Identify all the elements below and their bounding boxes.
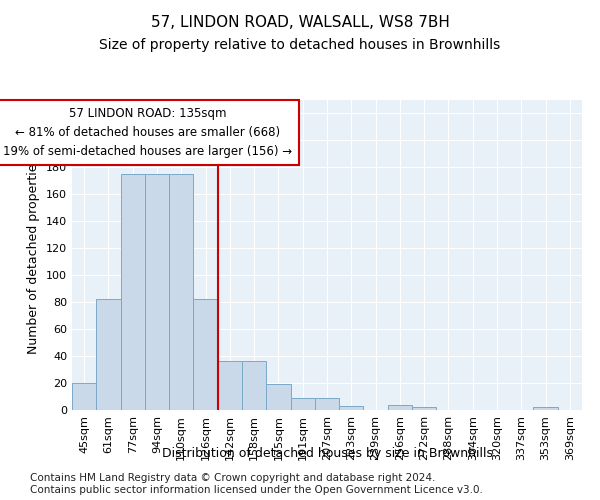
- Bar: [121, 174, 145, 410]
- Bar: [315, 398, 339, 410]
- Text: 57, LINDON ROAD, WALSALL, WS8 7BH: 57, LINDON ROAD, WALSALL, WS8 7BH: [151, 15, 449, 30]
- Bar: [533, 408, 558, 410]
- Bar: [412, 408, 436, 410]
- Text: Contains HM Land Registry data © Crown copyright and database right 2024.
Contai: Contains HM Land Registry data © Crown c…: [30, 474, 483, 495]
- Text: Distribution of detached houses by size in Brownhills: Distribution of detached houses by size …: [161, 448, 493, 460]
- Bar: [145, 174, 169, 410]
- Bar: [388, 404, 412, 410]
- Bar: [242, 362, 266, 410]
- Text: Size of property relative to detached houses in Brownhills: Size of property relative to detached ho…: [100, 38, 500, 52]
- Bar: [72, 383, 96, 410]
- Bar: [96, 300, 121, 410]
- Bar: [339, 406, 364, 410]
- Text: 57 LINDON ROAD: 135sqm
← 81% of detached houses are smaller (668)
19% of semi-de: 57 LINDON ROAD: 135sqm ← 81% of detached…: [3, 107, 292, 158]
- Bar: [218, 362, 242, 410]
- Y-axis label: Number of detached properties: Number of detached properties: [28, 156, 40, 354]
- Bar: [266, 384, 290, 410]
- Bar: [290, 398, 315, 410]
- Bar: [169, 174, 193, 410]
- Bar: [193, 300, 218, 410]
